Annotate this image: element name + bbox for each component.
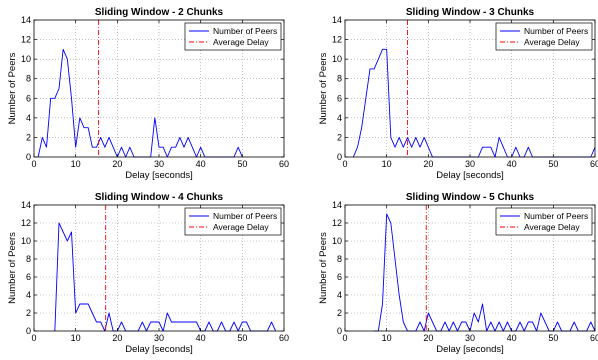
x-tick-label: 0 <box>31 333 36 343</box>
chart-panel-1: 0 10 20 30 40 50 60 0 2 4 6 8 10 12 14 Sliding Window -… <box>7 7 289 181</box>
y-tick-label: 0 <box>26 326 31 336</box>
y-tick-label: 12 <box>332 35 342 45</box>
y-tick-label: 6 <box>337 272 342 282</box>
y-tick-label: 14 <box>21 15 31 25</box>
y-tick-label: 4 <box>337 290 342 300</box>
y-tick-label: 8 <box>26 254 31 264</box>
x-tick-label: 60 <box>279 333 289 343</box>
legend-label-number-of-peers: Number of Peers <box>524 211 588 221</box>
legend-box <box>495 22 593 51</box>
y-axis-label: Number of Peers <box>318 232 329 304</box>
x-tick-label: 20 <box>112 159 122 169</box>
y-tick-label: 6 <box>337 93 342 103</box>
y-tick-label: 14 <box>332 15 342 25</box>
y-tick-label: 10 <box>332 54 342 64</box>
legend-label-number-of-peers: Number of Peers <box>213 26 277 36</box>
x-tick-label: 50 <box>548 333 558 343</box>
y-tick-label: 0 <box>337 326 342 336</box>
y-tick-label: 4 <box>337 113 342 123</box>
legend-label-average-delay: Average Delay <box>213 37 269 47</box>
legend-label-average-delay: Average Delay <box>524 37 580 47</box>
chart-title: Sliding Window - 3 Chunks <box>406 7 535 18</box>
chart-title: Sliding Window - 4 Chunks <box>95 192 224 203</box>
y-tick-label: 12 <box>332 218 342 228</box>
x-tick-label: 30 <box>154 159 164 169</box>
y-tick-label: 10 <box>332 236 342 246</box>
x-tick-label: 30 <box>154 333 164 343</box>
y-tick-label: 2 <box>26 308 31 318</box>
chart-title: Sliding Window - 5 Chunks <box>406 192 535 203</box>
chart-panel-3: 0 10 20 30 40 50 60 0 2 4 6 8 10 12 14 Sliding Window -… <box>7 192 289 355</box>
y-tick-label: 0 <box>26 152 31 162</box>
x-tick-label: 60 <box>590 333 598 343</box>
x-tick-label: 20 <box>112 333 122 343</box>
legend-label-number-of-peers: Number of Peers <box>213 211 277 221</box>
x-tick-label: 10 <box>382 333 392 343</box>
x-tick-label: 0 <box>342 159 347 169</box>
y-tick-label: 8 <box>337 254 342 264</box>
x-tick-label: 30 <box>465 333 475 343</box>
x-tick-label: 40 <box>507 333 517 343</box>
x-tick-label: 40 <box>196 333 206 343</box>
chart-title: Sliding Window - 2 Chunks <box>95 7 224 18</box>
legend-box <box>184 207 282 236</box>
x-tick-label: 50 <box>237 159 247 169</box>
x-tick-label: 0 <box>342 333 347 343</box>
legend-box <box>184 22 282 51</box>
legend-label-average-delay: Average Delay <box>524 222 580 232</box>
x-tick-label: 50 <box>237 333 247 343</box>
y-tick-label: 2 <box>337 308 342 318</box>
y-tick-label: 2 <box>26 132 31 142</box>
y-tick-label: 8 <box>26 74 31 84</box>
x-tick-label: 40 <box>507 159 517 169</box>
x-axis-label: Delay [seconds] <box>436 170 504 181</box>
y-tick-label: 6 <box>26 272 31 282</box>
chart-panel-2: 0 10 20 30 40 50 60 0 2 4 6 8 10 12 14 Sliding Window -… <box>318 7 598 181</box>
y-axis-label: Number of Peers <box>7 52 18 124</box>
x-tick-label: 20 <box>423 333 433 343</box>
chart-panel-4: 0 10 20 30 40 50 60 0 2 4 6 8 10 12 14 Sliding Window -… <box>318 192 598 355</box>
x-tick-label: 60 <box>279 159 289 169</box>
y-tick-label: 12 <box>21 35 31 45</box>
y-tick-label: 0 <box>337 152 342 162</box>
x-tick-label: 10 <box>382 159 392 169</box>
x-tick-label: 60 <box>590 159 598 169</box>
series-line-number-of-peers <box>54 222 277 332</box>
x-tick-label: 0 <box>31 159 36 169</box>
y-tick-label: 10 <box>21 236 31 246</box>
x-axis-label: Delay [seconds] <box>125 344 193 355</box>
x-tick-label: 30 <box>465 159 475 169</box>
y-axis-label: Number of Peers <box>318 52 329 124</box>
y-tick-label: 10 <box>21 54 31 64</box>
y-tick-label: 8 <box>337 74 342 84</box>
x-tick-label: 10 <box>71 159 81 169</box>
y-tick-label: 14 <box>332 200 342 210</box>
x-axis-label: Delay [seconds] <box>125 170 193 181</box>
y-tick-label: 4 <box>26 113 31 123</box>
y-tick-label: 2 <box>337 132 342 142</box>
y-tick-label: 6 <box>26 93 31 103</box>
y-tick-label: 12 <box>21 218 31 228</box>
y-tick-label: 4 <box>26 290 31 300</box>
y-axis-label: Number of Peers <box>7 232 18 304</box>
x-axis-label: Delay [seconds] <box>436 344 504 355</box>
x-tick-label: 40 <box>196 159 206 169</box>
legend-box <box>495 207 593 236</box>
y-tick-label: 14 <box>21 200 31 210</box>
x-tick-label: 10 <box>71 333 81 343</box>
x-tick-label: 20 <box>423 159 433 169</box>
legend-label-number-of-peers: Number of Peers <box>524 26 588 36</box>
legend-label-average-delay: Average Delay <box>213 222 269 232</box>
x-tick-label: 50 <box>548 159 558 169</box>
